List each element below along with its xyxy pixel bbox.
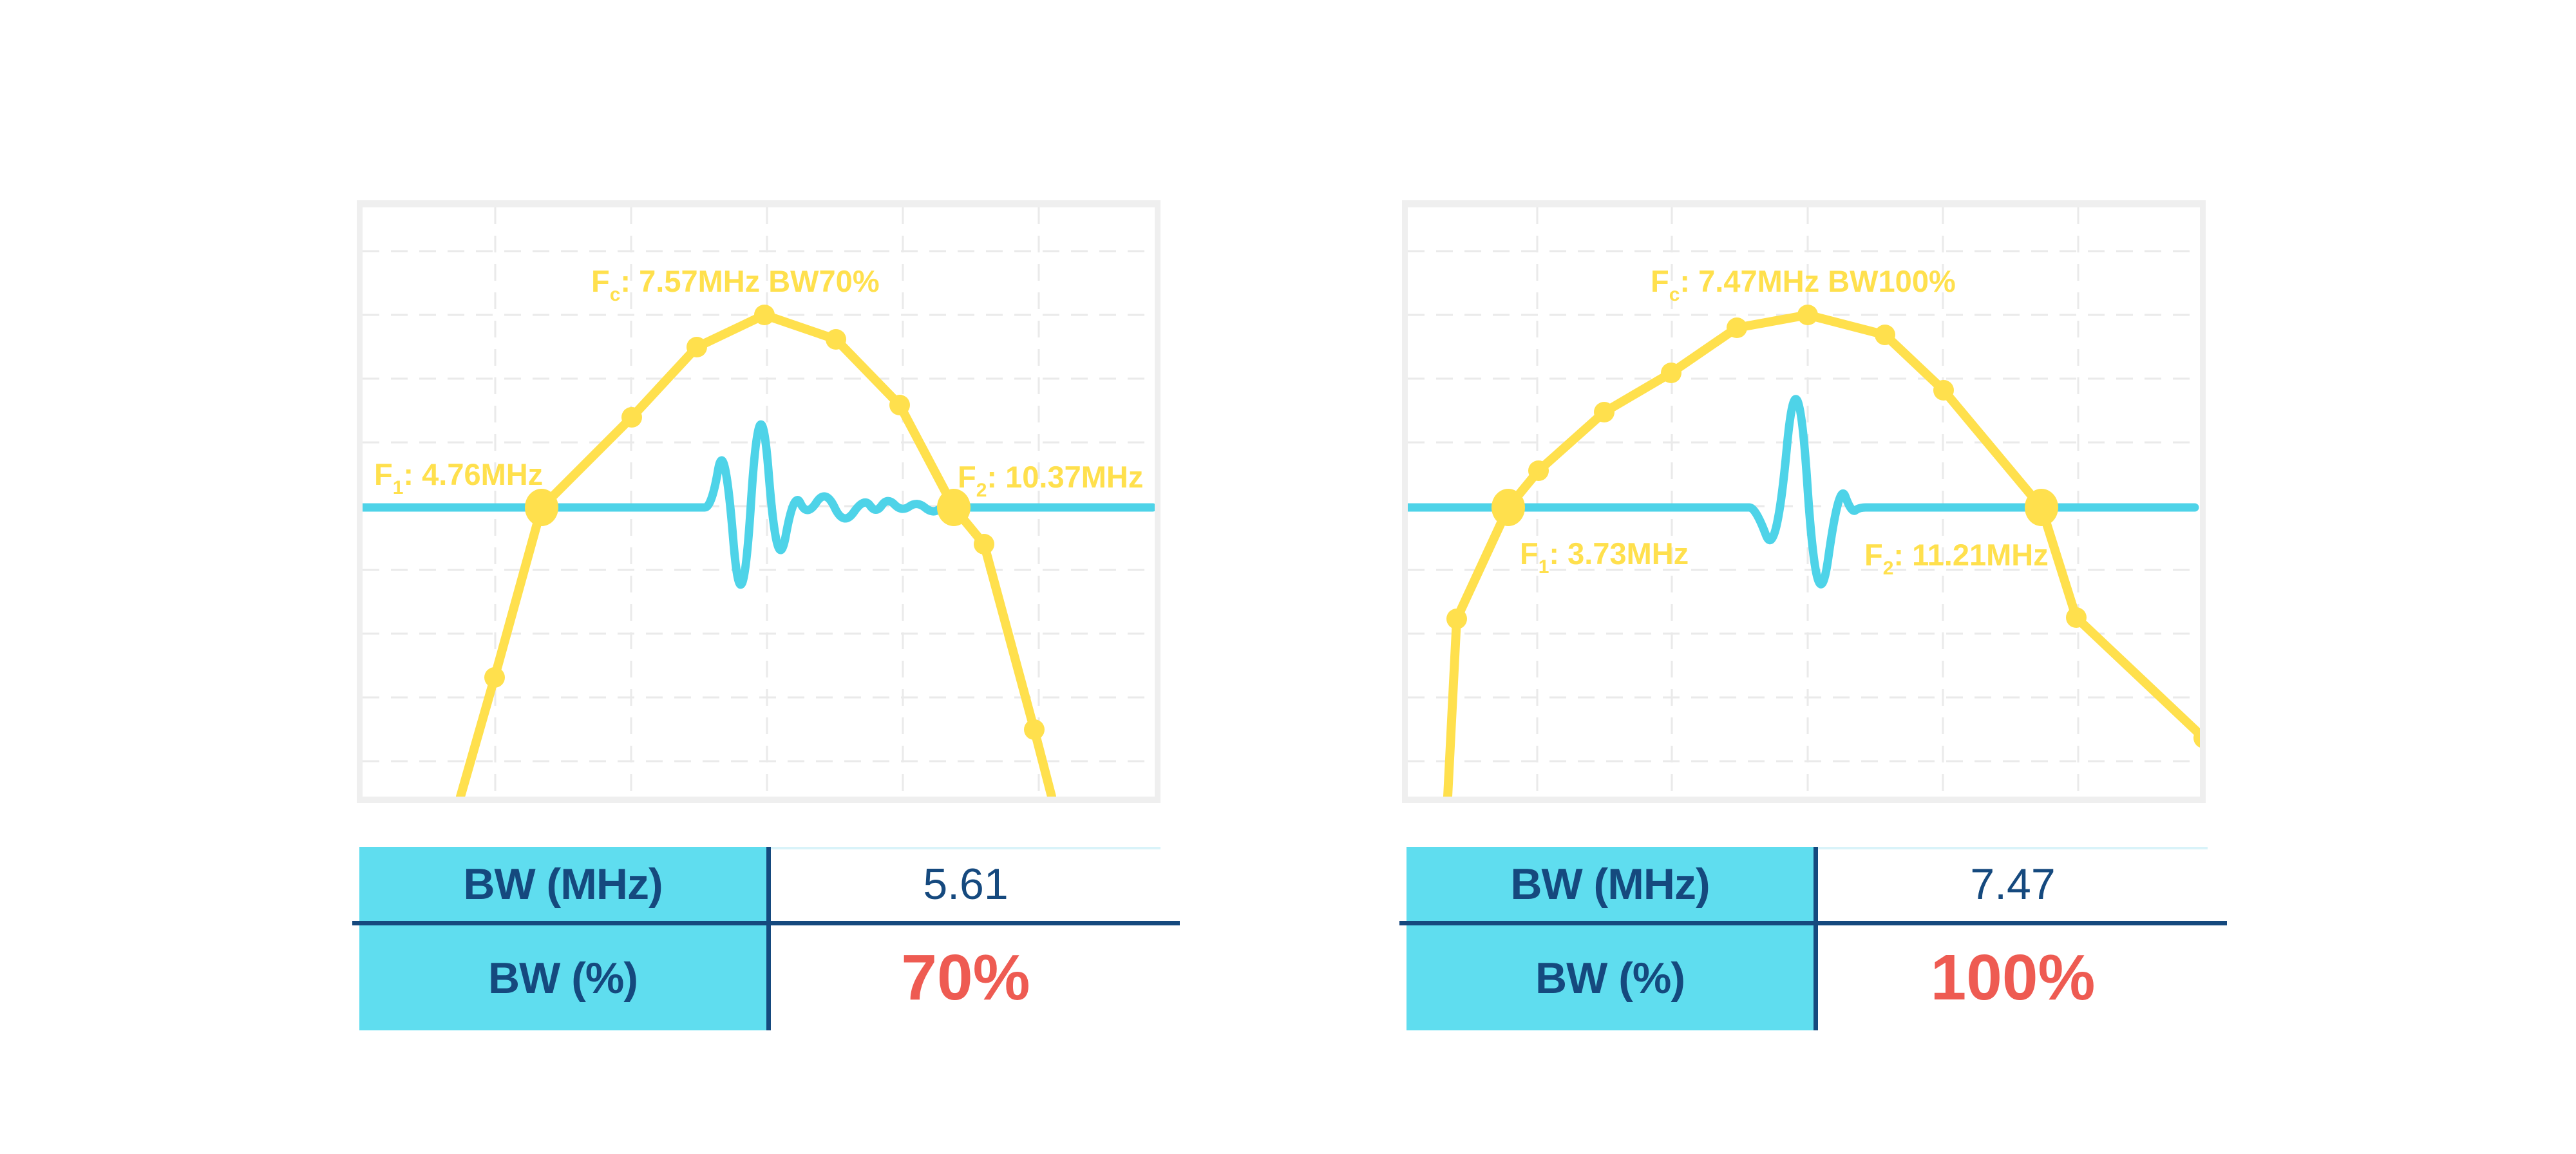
table-header-column-bg [1406, 847, 1814, 1030]
data-point-marker [1024, 719, 1045, 740]
data-point-marker [621, 407, 642, 428]
table-column-divider [766, 847, 771, 1030]
spectrum-line [456, 310, 1056, 797]
data-point-marker [2066, 607, 2087, 628]
bw-mhz-label: BW (MHz) [463, 859, 663, 909]
bandwidth-crossing-marker [1492, 489, 1525, 526]
data-point-marker [1933, 380, 1954, 401]
bw-mhz-value: 5.61 [923, 859, 1009, 909]
data-point-marker [826, 329, 846, 350]
data-point-marker [1727, 317, 1747, 338]
table-row-divider [352, 921, 1180, 925]
data-point-marker [889, 395, 910, 415]
bandwidth-crossing-marker [2025, 489, 2058, 526]
value-column-top-border [771, 847, 1160, 849]
table-column-divider [1814, 847, 1818, 1030]
data-point-marker [2193, 728, 2200, 748]
table-header-column-bg [359, 847, 766, 1030]
data-point-marker [1446, 609, 1467, 629]
data-point-marker [754, 305, 775, 325]
bw-mhz-label: BW (MHz) [1510, 859, 1710, 909]
bw-percent-value: 70% [901, 941, 1030, 1014]
plot-content: Fc: 7.57MHz BW70% F1: 4.76MHz F2: 10.37MHz [363, 207, 1155, 797]
pulse-waveform-line [363, 420, 1155, 589]
spectrum-chart-left: Fc: 7.57MHz BW70% F1: 4.76MHz F2: 10.37MHz [357, 200, 1160, 803]
data-point-marker [1594, 402, 1615, 422]
data-point-marker [687, 337, 707, 357]
fc-label: Fc: 7.47MHz BW100% [1651, 264, 1956, 305]
f1-label: F1: 3.73MHz [1520, 536, 1689, 578]
fc-label: Fc: 7.57MHz BW70% [591, 264, 880, 305]
data-point-marker [1528, 460, 1549, 481]
f2-label: F2: 10.37MHz [958, 460, 1143, 501]
f2-label: F2: 11.21MHz [1864, 538, 2049, 579]
bw-mhz-value: 7.47 [1970, 859, 2056, 909]
data-point-marker [1797, 305, 1818, 325]
plot-content: Fc: 7.47MHz BW100% F1: 3.73MHz F2: 11.21MH… [1408, 207, 2200, 797]
bw-percent-label: BW (%) [488, 953, 638, 1003]
bw-percent-label: BW (%) [1535, 953, 1685, 1003]
data-point-marker [484, 667, 505, 688]
bw-percent-value: 100% [1930, 941, 2096, 1014]
f1-label: F1: 4.76MHz [374, 457, 543, 498]
table-row-divider [1399, 921, 2227, 925]
value-column-top-border [1818, 847, 2208, 849]
spectrum-chart-right: Fc: 7.47MHz BW100% F1: 3.73MHz F2: 11.21MH… [1402, 200, 2206, 803]
data-point-marker [1875, 325, 1895, 345]
pulse-waveform-line [1408, 395, 2199, 589]
bandwidth-crossing-marker [525, 489, 558, 526]
data-point-marker [974, 534, 994, 554]
data-point-marker [1661, 363, 1681, 383]
bandwidth-crossing-marker [937, 489, 971, 526]
